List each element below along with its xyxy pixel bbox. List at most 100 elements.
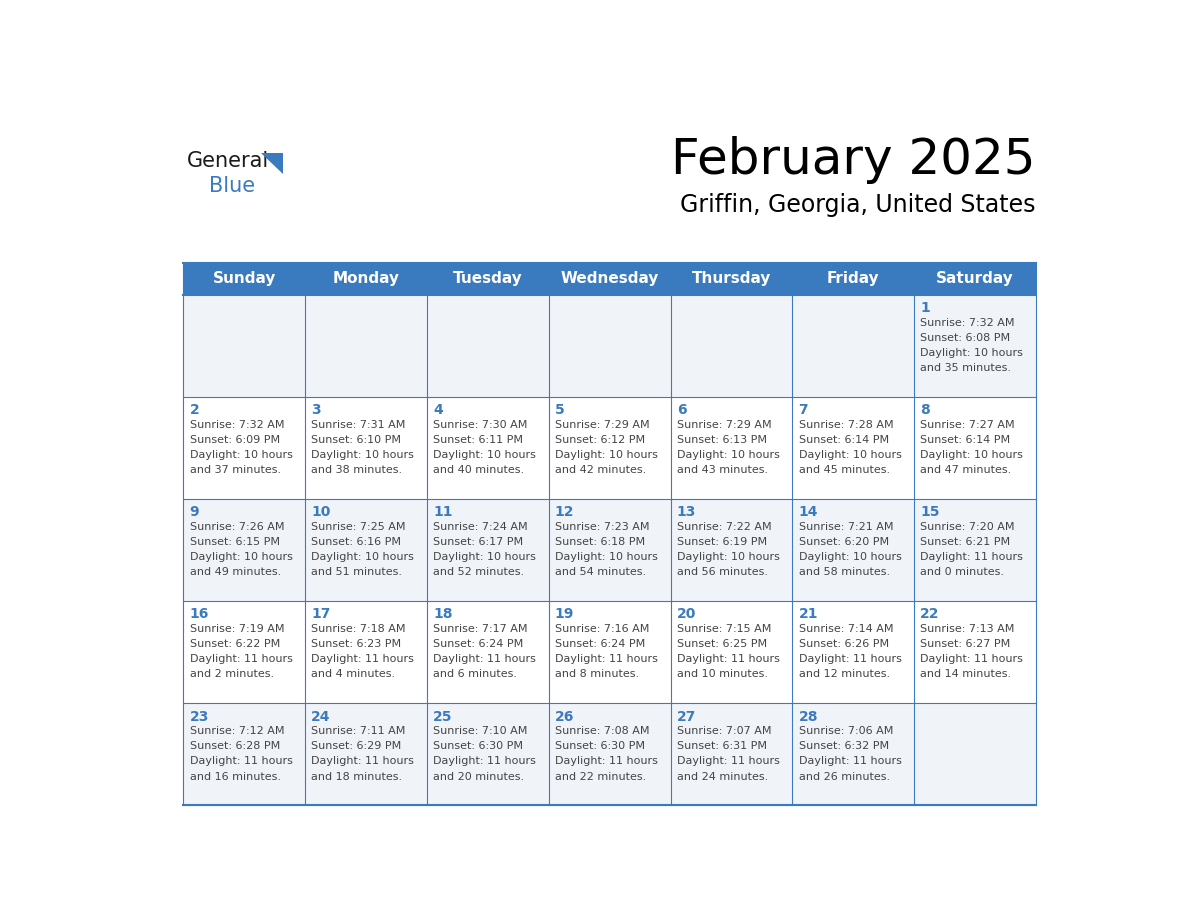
Bar xyxy=(305,499,426,601)
Text: 23: 23 xyxy=(190,710,209,723)
Text: Daylight: 10 hours: Daylight: 10 hours xyxy=(434,553,536,563)
Bar xyxy=(549,397,670,499)
Text: Daylight: 11 hours: Daylight: 11 hours xyxy=(190,756,292,767)
Text: Daylight: 10 hours: Daylight: 10 hours xyxy=(798,553,902,563)
Text: Sunset: 6:09 PM: Sunset: 6:09 PM xyxy=(190,435,279,445)
Text: Sunset: 6:24 PM: Sunset: 6:24 PM xyxy=(555,639,645,649)
Text: Friday: Friday xyxy=(827,272,879,286)
Text: and 51 minutes.: and 51 minutes. xyxy=(311,567,403,577)
Text: Sunset: 6:23 PM: Sunset: 6:23 PM xyxy=(311,639,402,649)
Text: General: General xyxy=(188,151,270,171)
Text: and 24 minutes.: and 24 minutes. xyxy=(677,771,767,781)
Text: Tuesday: Tuesday xyxy=(453,272,523,286)
Text: Sunset: 6:26 PM: Sunset: 6:26 PM xyxy=(798,639,889,649)
Text: Sunset: 6:30 PM: Sunset: 6:30 PM xyxy=(555,742,645,752)
Text: Sunrise: 7:15 AM: Sunrise: 7:15 AM xyxy=(677,624,771,634)
Text: Daylight: 10 hours: Daylight: 10 hours xyxy=(677,450,779,460)
Bar xyxy=(426,601,549,703)
Bar xyxy=(792,263,914,295)
Text: Sunrise: 7:07 AM: Sunrise: 7:07 AM xyxy=(677,726,771,736)
Text: Sunrise: 7:25 AM: Sunrise: 7:25 AM xyxy=(311,522,406,532)
Text: and 6 minutes.: and 6 minutes. xyxy=(434,669,517,679)
Bar xyxy=(914,263,1036,295)
Text: 6: 6 xyxy=(677,403,687,417)
Text: Sunset: 6:14 PM: Sunset: 6:14 PM xyxy=(798,435,889,445)
Text: 19: 19 xyxy=(555,608,574,621)
Bar xyxy=(305,397,426,499)
Text: Sunrise: 7:13 AM: Sunrise: 7:13 AM xyxy=(921,624,1015,634)
Text: 24: 24 xyxy=(311,710,331,723)
Text: 13: 13 xyxy=(677,505,696,520)
Text: Sunset: 6:16 PM: Sunset: 6:16 PM xyxy=(311,537,402,547)
Text: 17: 17 xyxy=(311,608,330,621)
Text: Sunrise: 7:24 AM: Sunrise: 7:24 AM xyxy=(434,522,527,532)
Text: Sunrise: 7:17 AM: Sunrise: 7:17 AM xyxy=(434,624,527,634)
Text: 25: 25 xyxy=(434,710,453,723)
Text: and 40 minutes.: and 40 minutes. xyxy=(434,465,524,476)
Text: Sunrise: 7:19 AM: Sunrise: 7:19 AM xyxy=(190,624,284,634)
Text: 5: 5 xyxy=(555,403,564,417)
Text: and 47 minutes.: and 47 minutes. xyxy=(921,465,1011,476)
Bar xyxy=(183,601,305,703)
Bar xyxy=(305,263,426,295)
Text: Sunrise: 7:20 AM: Sunrise: 7:20 AM xyxy=(921,522,1015,532)
Bar xyxy=(792,703,914,805)
Text: Sunrise: 7:21 AM: Sunrise: 7:21 AM xyxy=(798,522,893,532)
Text: and 2 minutes.: and 2 minutes. xyxy=(190,669,273,679)
Text: and 26 minutes.: and 26 minutes. xyxy=(798,771,890,781)
Text: Sunset: 6:31 PM: Sunset: 6:31 PM xyxy=(677,742,766,752)
Text: Daylight: 10 hours: Daylight: 10 hours xyxy=(190,450,292,460)
Text: Daylight: 11 hours: Daylight: 11 hours xyxy=(921,655,1023,665)
Text: Sunrise: 7:28 AM: Sunrise: 7:28 AM xyxy=(798,420,893,431)
Text: 15: 15 xyxy=(921,505,940,520)
Text: and 0 minutes.: and 0 minutes. xyxy=(921,567,1004,577)
Bar xyxy=(305,295,426,397)
Text: and 20 minutes.: and 20 minutes. xyxy=(434,771,524,781)
Text: and 8 minutes.: and 8 minutes. xyxy=(555,669,639,679)
Bar xyxy=(426,263,549,295)
Text: Sunset: 6:13 PM: Sunset: 6:13 PM xyxy=(677,435,766,445)
Text: Daylight: 10 hours: Daylight: 10 hours xyxy=(921,348,1023,358)
Text: Daylight: 11 hours: Daylight: 11 hours xyxy=(190,655,292,665)
Bar xyxy=(549,263,670,295)
Text: Daylight: 11 hours: Daylight: 11 hours xyxy=(311,655,415,665)
Bar xyxy=(305,601,426,703)
Text: Daylight: 10 hours: Daylight: 10 hours xyxy=(555,553,658,563)
Text: Sunset: 6:29 PM: Sunset: 6:29 PM xyxy=(311,742,402,752)
Text: and 10 minutes.: and 10 minutes. xyxy=(677,669,767,679)
Bar xyxy=(792,295,914,397)
Text: Sunset: 6:08 PM: Sunset: 6:08 PM xyxy=(921,333,1011,343)
Text: Daylight: 10 hours: Daylight: 10 hours xyxy=(555,450,658,460)
Text: Sunset: 6:24 PM: Sunset: 6:24 PM xyxy=(434,639,524,649)
Text: 1: 1 xyxy=(921,301,930,315)
Text: Daylight: 10 hours: Daylight: 10 hours xyxy=(434,450,536,460)
Bar xyxy=(183,295,305,397)
Polygon shape xyxy=(261,152,283,174)
Text: Sunset: 6:10 PM: Sunset: 6:10 PM xyxy=(311,435,402,445)
Bar xyxy=(914,601,1036,703)
Text: Daylight: 10 hours: Daylight: 10 hours xyxy=(311,450,415,460)
Text: 21: 21 xyxy=(798,608,819,621)
Text: Sunset: 6:18 PM: Sunset: 6:18 PM xyxy=(555,537,645,547)
Text: Sunrise: 7:29 AM: Sunrise: 7:29 AM xyxy=(677,420,771,431)
Text: Daylight: 11 hours: Daylight: 11 hours xyxy=(677,655,779,665)
Text: Sunrise: 7:27 AM: Sunrise: 7:27 AM xyxy=(921,420,1015,431)
Text: and 4 minutes.: and 4 minutes. xyxy=(311,669,396,679)
Text: Sunset: 6:25 PM: Sunset: 6:25 PM xyxy=(677,639,766,649)
Bar xyxy=(792,397,914,499)
Text: Daylight: 10 hours: Daylight: 10 hours xyxy=(311,553,415,563)
Text: Sunrise: 7:16 AM: Sunrise: 7:16 AM xyxy=(555,624,650,634)
Text: Sunset: 6:19 PM: Sunset: 6:19 PM xyxy=(677,537,766,547)
Text: and 22 minutes.: and 22 minutes. xyxy=(555,771,646,781)
Text: Sunset: 6:12 PM: Sunset: 6:12 PM xyxy=(555,435,645,445)
Text: Blue: Blue xyxy=(209,175,255,196)
Text: and 14 minutes.: and 14 minutes. xyxy=(921,669,1011,679)
Text: Griffin, Georgia, United States: Griffin, Georgia, United States xyxy=(681,194,1036,218)
Text: and 45 minutes.: and 45 minutes. xyxy=(798,465,890,476)
Text: Daylight: 11 hours: Daylight: 11 hours xyxy=(798,756,902,767)
Text: Sunrise: 7:14 AM: Sunrise: 7:14 AM xyxy=(798,624,893,634)
Text: and 37 minutes.: and 37 minutes. xyxy=(190,465,280,476)
Text: Sunset: 6:30 PM: Sunset: 6:30 PM xyxy=(434,742,523,752)
Text: Sunset: 6:20 PM: Sunset: 6:20 PM xyxy=(798,537,889,547)
Text: Daylight: 11 hours: Daylight: 11 hours xyxy=(798,655,902,665)
